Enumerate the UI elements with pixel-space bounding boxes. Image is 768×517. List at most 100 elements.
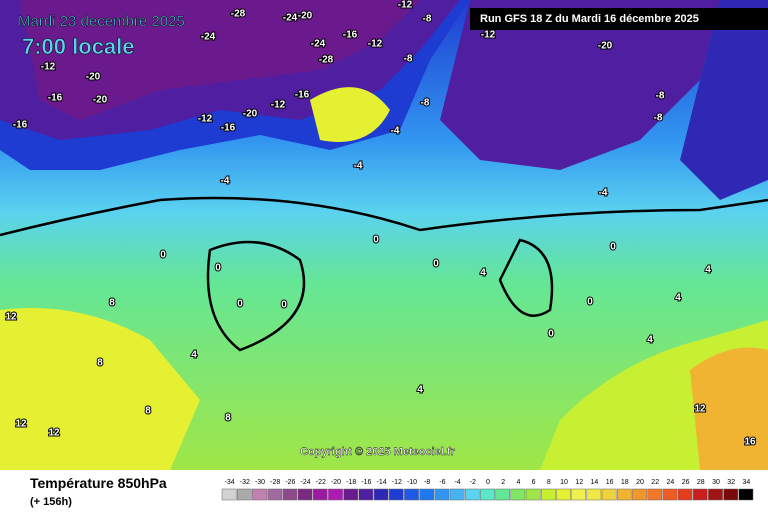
- contour-label: -20: [598, 41, 613, 52]
- legend-swatch: [343, 488, 359, 501]
- legend-level: 4: [516, 479, 520, 486]
- legend-swatch: [647, 488, 663, 501]
- contour-label: 0: [281, 300, 287, 311]
- legend-swatch: [738, 488, 754, 501]
- legend-swatch: [601, 488, 617, 501]
- legend-swatch: [692, 488, 708, 501]
- contour-label: -4: [599, 188, 608, 199]
- legend-swatch: [723, 488, 739, 501]
- legend-level: -4: [454, 479, 460, 486]
- cold-zone: [20, 0, 420, 120]
- contour-label: -8: [423, 14, 432, 25]
- legend-level: 14: [591, 479, 599, 486]
- warm-patch: [310, 87, 390, 142]
- legend-level: 12: [575, 479, 583, 486]
- contour-label: 8: [145, 406, 151, 417]
- legend-swatch: [662, 488, 678, 501]
- contour-label: 16: [744, 437, 756, 448]
- contour-label: -20: [243, 109, 258, 120]
- contour-label: -12: [481, 30, 496, 41]
- legend-swatch: [267, 488, 283, 501]
- legend-level: -2: [470, 479, 476, 486]
- legend-swatch: [221, 488, 237, 501]
- copyright: Copyright © 2025 Meteociel.fr: [300, 446, 456, 458]
- legend-swatch: [449, 488, 465, 501]
- warm-zone: [0, 308, 200, 470]
- contour-label: -24: [311, 39, 326, 50]
- legend-level: 24: [667, 479, 675, 486]
- run-info: Run GFS 18 Z du Mardi 16 décembre 2025: [480, 13, 699, 25]
- contour-label: -16: [295, 90, 310, 101]
- contour-label: -4: [354, 161, 363, 172]
- contour-label: 12: [48, 428, 60, 439]
- legend-level: -22: [316, 479, 326, 486]
- legend-swatch: [556, 488, 571, 501]
- contour-label: 8: [109, 298, 115, 309]
- legend-level: 0: [486, 479, 490, 486]
- legend-level: 20: [636, 479, 644, 486]
- contour-label: -20: [93, 95, 108, 106]
- forecast-time: 7:00 locale: [22, 34, 135, 59]
- legend-level: -30: [255, 479, 265, 486]
- legend-level: 18: [621, 479, 629, 486]
- contour-label: -8: [404, 54, 413, 65]
- contour-label: -24: [283, 13, 298, 24]
- run-banner: [470, 8, 768, 30]
- legend-swatch: [388, 488, 404, 501]
- legend-level: -26: [285, 479, 295, 486]
- contour-label: 4: [705, 265, 711, 276]
- legend-swatch: [312, 488, 328, 501]
- contour-label: -12: [368, 39, 383, 50]
- legend-swatch: [236, 488, 252, 501]
- legend-level: 26: [682, 479, 690, 486]
- legend-swatch: [586, 488, 602, 501]
- legend-swatch: [632, 488, 647, 501]
- contour-label: 4: [191, 350, 197, 361]
- legend-swatch: [252, 488, 267, 501]
- contour-label: 0: [160, 250, 166, 261]
- legend-swatch: [358, 488, 374, 501]
- legend-swatch: [419, 488, 435, 501]
- lead-time: (+ 156h): [30, 496, 72, 508]
- legend-level: 6: [532, 479, 536, 486]
- legend-level: -20: [331, 479, 341, 486]
- legend-swatch: [616, 488, 632, 501]
- legend-swatch: [282, 488, 298, 501]
- contour-label: 4: [647, 335, 653, 346]
- zero-isotherm: [0, 196, 768, 237]
- contour-label: 12: [5, 312, 17, 323]
- contour-label: 12: [694, 404, 706, 415]
- legend-level: 28: [697, 479, 705, 486]
- contour-label: 0: [610, 242, 616, 253]
- contour-label: -20: [298, 11, 313, 22]
- contour-label: -4: [221, 176, 230, 187]
- legend-swatch: [510, 488, 526, 501]
- contour-label: -8: [421, 98, 430, 109]
- warm-zone: [690, 347, 768, 470]
- contour-label: -12: [398, 0, 413, 11]
- contour-label: -16: [48, 93, 63, 104]
- legend-level: -34: [225, 479, 235, 486]
- legend-level: -14: [377, 479, 387, 486]
- contour-label: 12: [15, 419, 27, 430]
- contour-label: -4: [391, 126, 400, 137]
- legend-level: 30: [712, 479, 720, 486]
- legend-swatch: [404, 488, 419, 501]
- contour-label: -16: [221, 123, 236, 134]
- legend-swatch: [525, 488, 541, 501]
- contour-label: -28: [319, 55, 334, 66]
- contour-label: -12: [198, 114, 213, 125]
- legend-swatch: [495, 488, 511, 501]
- contour-label: -8: [654, 113, 663, 124]
- contour-label: 0: [587, 297, 593, 308]
- forecast-date: Mardi 23 decembre 2025: [18, 13, 185, 30]
- legend-swatch: [480, 488, 495, 501]
- contour-label: 0: [373, 235, 379, 246]
- contour-label: 0: [433, 259, 439, 270]
- contour-label: -8: [656, 91, 665, 102]
- contour-label: -24: [201, 32, 216, 43]
- legend-level: -32: [240, 479, 250, 486]
- legend-level: 10: [560, 479, 568, 486]
- legend-level: 34: [743, 479, 751, 486]
- contour-label: 0: [548, 329, 554, 340]
